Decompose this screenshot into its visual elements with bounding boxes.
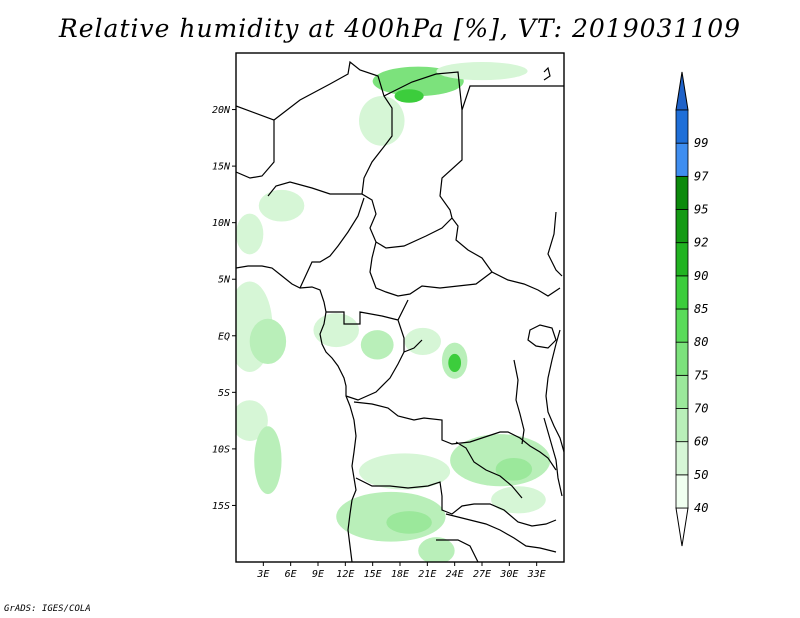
lon-tick-label: 18E <box>391 569 409 580</box>
lon-tick-label: 3E <box>256 569 269 580</box>
lon-tick-label: 12E <box>336 569 354 580</box>
lat-tick-label: 10S <box>212 444 230 455</box>
lon-tick-label: 33E <box>527 569 546 580</box>
red-sea-coast <box>543 66 563 277</box>
colorbar-segment <box>675 341 689 376</box>
humidity-blob-20 <box>418 537 455 562</box>
colorbar-segment <box>675 408 689 443</box>
colorbar-segment <box>675 441 689 476</box>
great-lakes-outline <box>513 324 563 497</box>
colorbar-label: 99 <box>694 136 708 150</box>
humidity-blob-1 <box>394 89 424 103</box>
humidity-blob-2 <box>359 95 405 146</box>
colorbar-segment <box>675 275 689 310</box>
colorbar: 40 50 60 70 75 80 85 90 92 95 97 99 <box>675 71 709 547</box>
humidity-blob-9 <box>360 330 394 360</box>
colorbar-segment <box>675 175 689 210</box>
map-axes: 20N 15N 10N 5N EQ 5S 10S 15S 3E 6E 9E 12E 15E 18E 21E 2… <box>212 105 546 580</box>
colorbar-segment <box>675 109 689 144</box>
colorbar-label: 75 <box>694 368 708 382</box>
humidity-field <box>236 62 551 562</box>
lon-tick-label: 30E <box>499 569 518 580</box>
humidity-blob-17 <box>495 457 533 481</box>
humidity-blob-13 <box>236 400 268 441</box>
humidity-blob-12 <box>448 353 462 372</box>
lon-tick-label: 24E <box>446 569 464 580</box>
lat-tick-label: 15S <box>212 501 230 512</box>
colorbar-top-arrow <box>675 71 689 111</box>
country-borders <box>236 60 564 562</box>
east-africa-coastline <box>545 329 564 453</box>
grads-credit: GrADS: IGES/COLA <box>4 604 91 614</box>
colorbar-label: 90 <box>694 269 708 283</box>
humidity-blob-4 <box>258 189 305 222</box>
humidity-blob-3 <box>436 62 528 81</box>
humidity-blob-14 <box>254 426 282 495</box>
map-title: Relative humidity at 400hPa [%], VT: 201… <box>58 14 742 43</box>
colorbar-segment <box>675 209 689 244</box>
lat-tick-label: 5S <box>218 388 230 399</box>
colorbar-segment <box>675 242 689 277</box>
colorbar-label: 85 <box>694 302 708 316</box>
lon-tick-label: 15E <box>364 569 382 580</box>
colorbar-label: 80 <box>694 335 708 349</box>
lon-tick-label: 6E <box>285 569 297 580</box>
colorbar-segment <box>675 374 689 409</box>
colorbar-segment <box>675 474 689 509</box>
humidity-blob-15 <box>359 453 451 490</box>
lon-tick-label: 21E <box>418 569 436 580</box>
lat-tick-label: 15N <box>212 162 231 173</box>
lat-tick-label: 5N <box>218 275 231 286</box>
colorbar-segment <box>675 308 689 343</box>
humidity-blob-5 <box>236 213 264 255</box>
lat-tick-label: 20N <box>212 105 231 116</box>
west-africa-coastline <box>236 265 357 562</box>
humidity-blob-10 <box>404 327 441 356</box>
colorbar-label: 50 <box>694 468 708 482</box>
colorbar-label: 95 <box>694 203 708 217</box>
colorbar-label: 70 <box>694 402 708 416</box>
humidity-blob-21 <box>491 486 546 514</box>
colorbar-label: 60 <box>694 435 708 449</box>
lat-tick-label: EQ <box>218 331 230 342</box>
colorbar-label: 92 <box>694 236 708 250</box>
lon-tick-label: 9E <box>312 569 324 580</box>
humidity-blob-7 <box>249 318 287 365</box>
lat-tick-label: 10N <box>212 218 231 229</box>
lon-tick-label: 27E <box>473 569 491 580</box>
colorbar-label: 40 <box>694 501 708 515</box>
humidity-blob-19 <box>386 511 432 534</box>
map-boundaries <box>236 60 564 562</box>
humidity-blob-8 <box>313 313 359 348</box>
colorbar-bottom-arrow <box>675 507 689 547</box>
colorbar-label: 97 <box>694 169 709 183</box>
colorbar-segment <box>675 142 689 177</box>
